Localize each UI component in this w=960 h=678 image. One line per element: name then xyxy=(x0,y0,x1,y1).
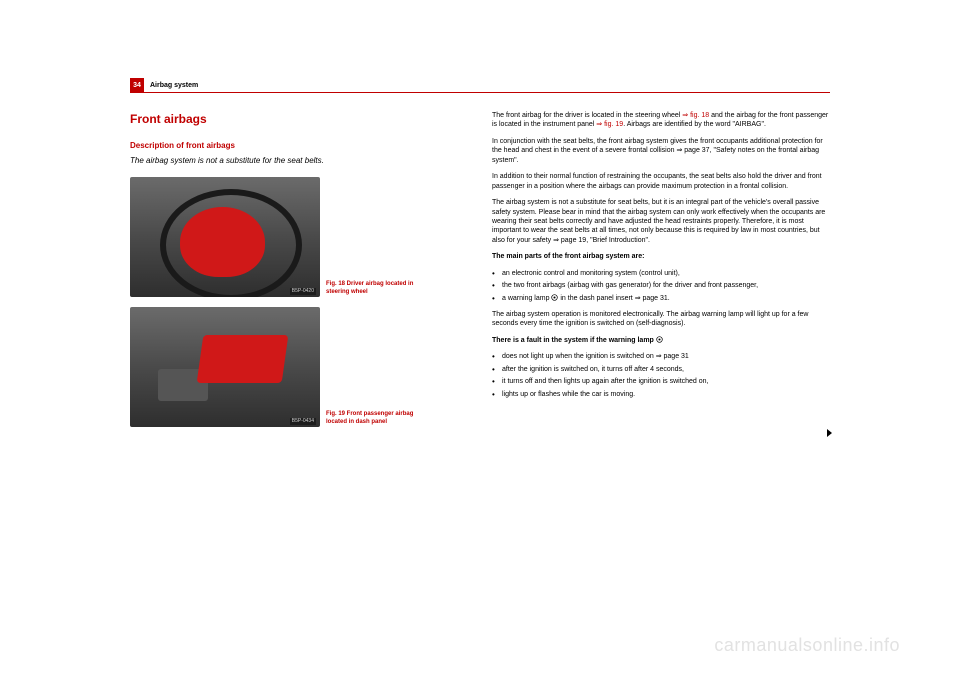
paragraph-5: The airbag system operation is monitored… xyxy=(492,310,830,329)
fault-list: does not light up when the ignition is s… xyxy=(492,352,830,399)
fault-item-relights: it turns off and then lights up again af… xyxy=(492,377,830,386)
page-number: 34 xyxy=(130,78,144,92)
airbag-warning-icon xyxy=(656,336,663,343)
paragraph-4: The airbag system is not a substitute fo… xyxy=(492,198,830,245)
p1-text-a: The front airbag for the driver is locat… xyxy=(492,112,682,119)
right-column: The front airbag for the driver is locat… xyxy=(492,111,830,437)
paragraph-1: The front airbag for the driver is locat… xyxy=(492,111,830,130)
header-rule xyxy=(130,92,830,93)
section-title: Front airbags xyxy=(130,111,468,127)
part-item-airbags: the two front airbags (airbag with gas g… xyxy=(492,281,830,290)
fault-heading-text: There is a fault in the system if the wa… xyxy=(492,337,656,344)
page-frame: 34 Airbag system Front airbags Descripti… xyxy=(130,78,830,548)
part-item-control-unit: an electronic control and monitoring sys… xyxy=(492,269,830,278)
continue-arrow-icon xyxy=(827,429,832,437)
lead-sentence: The airbag system is not a substitute fo… xyxy=(130,156,468,167)
figure-19-image: B5P-0434 xyxy=(130,307,320,427)
paragraph-3: In addition to their normal function of … xyxy=(492,172,830,191)
chapter-title: Airbag system xyxy=(150,82,198,89)
fault-item-moving: lights up or flashes while the car is mo… xyxy=(492,390,830,399)
subsection-title: Description of front airbags xyxy=(130,141,468,152)
main-parts-heading: The main parts of the front airbag syste… xyxy=(492,252,830,261)
fault-item-turns-off: after the ignition is switched on, it tu… xyxy=(492,365,830,374)
part-c-pre: a warning lamp xyxy=(502,295,551,302)
fault-heading: There is a fault in the system if the wa… xyxy=(492,336,830,345)
page-header: 34 Airbag system xyxy=(130,78,830,92)
p1-text-c: . Airbags are identified by the word "AI… xyxy=(623,121,766,128)
main-parts-list: an electronic control and monitoring sys… xyxy=(492,269,830,303)
paragraph-2: In conjunction with the seat belts, the … xyxy=(492,137,830,165)
figure-19-caption: Fig. 19 Front passenger airbag located i… xyxy=(326,411,436,427)
watermark: carmanualsonline.info xyxy=(714,635,900,656)
left-column: Front airbags Description of front airba… xyxy=(130,111,468,437)
figure-18-image: B5P-0420 xyxy=(130,177,320,297)
figure-18-caption: Fig. 18 Driver airbag located in steerin… xyxy=(326,281,436,297)
part-c-post: in the dash panel insert ⇒ page 31. xyxy=(558,295,669,302)
part-item-warning-lamp: a warning lamp in the dash panel insert … xyxy=(492,294,830,303)
fig19-ref: ⇒ fig. 19 xyxy=(596,121,623,128)
figure-19-id: B5P-0434 xyxy=(290,418,316,425)
figure-18-id: B5P-0420 xyxy=(290,288,316,295)
content-columns: Front airbags Description of front airba… xyxy=(130,111,830,437)
figure-18-row: B5P-0420 Fig. 18 Driver airbag located i… xyxy=(130,177,468,297)
fault-item-no-light: does not light up when the ignition is s… xyxy=(492,352,830,361)
fig18-ref: ⇒ fig. 18 xyxy=(682,112,709,119)
figure-19-row: B5P-0434 Fig. 19 Front passenger airbag … xyxy=(130,307,468,427)
